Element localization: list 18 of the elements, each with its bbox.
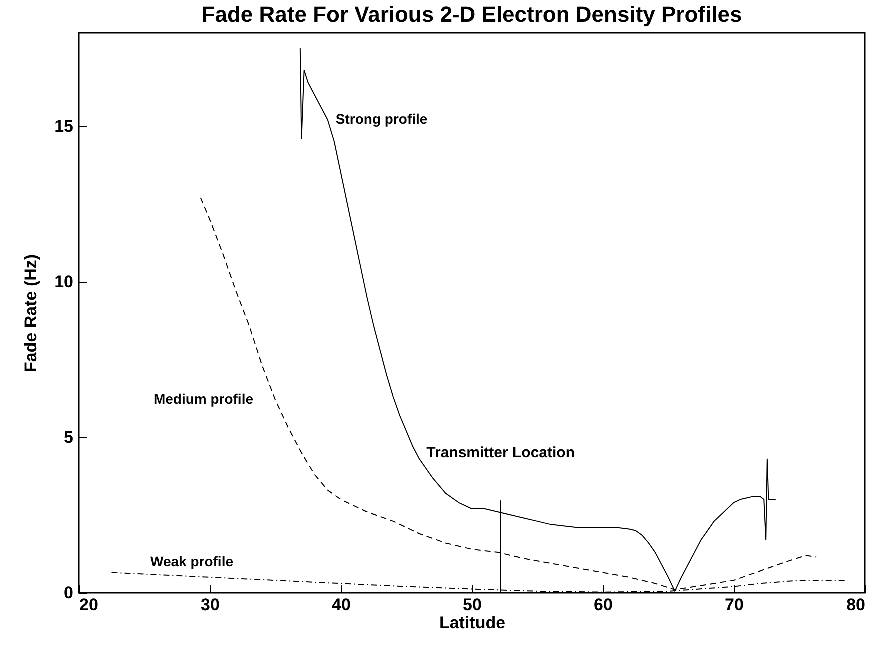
annotation: Weak profile: [150, 553, 234, 570]
y-tick-label: 5: [64, 428, 74, 447]
y-tick-label: 10: [54, 272, 74, 292]
x-tick-label: 60: [594, 596, 613, 614]
x-tick-label: 50: [463, 596, 482, 614]
y-tick-label: 0: [64, 584, 74, 602]
x-tick-label: 40: [332, 596, 351, 614]
x-tick-label: 20: [80, 596, 98, 614]
annotation: Strong profile: [336, 111, 428, 128]
x-tick-label: 80: [846, 596, 866, 614]
y-tick-label: 15: [54, 116, 74, 136]
x-tick-label: 70: [725, 596, 744, 614]
x-axis-title: Latitude: [439, 614, 506, 632]
chart-title: Fade Rate For Various 2-D Electron Density Profiles: [202, 2, 742, 27]
annotation: Medium profile: [154, 391, 254, 408]
ref-line-label: Transmitter Location: [426, 444, 575, 462]
y-axis-title: Fade Rate (Hz): [22, 254, 41, 373]
x-tick-label: 30: [201, 596, 220, 614]
